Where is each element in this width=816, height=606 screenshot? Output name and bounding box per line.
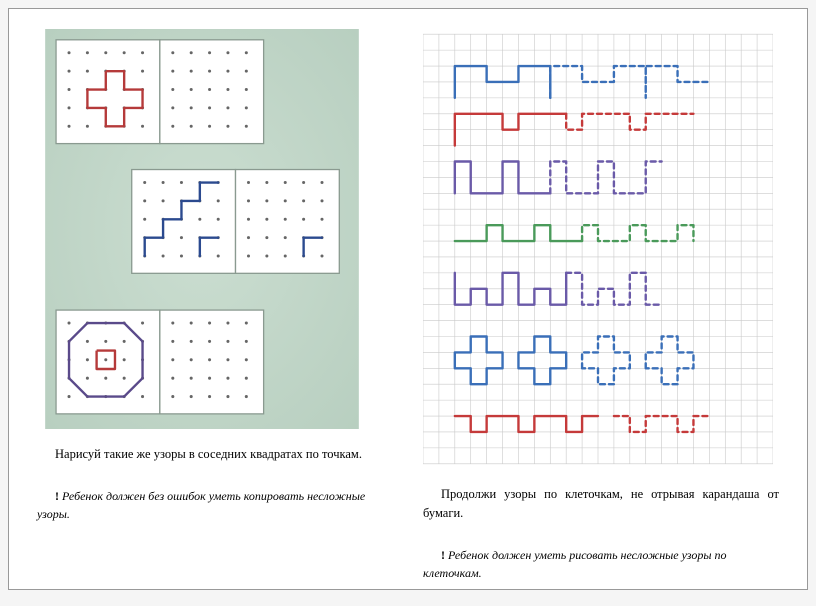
page: Нарисуй такие же узоры в соседних квадра…	[8, 8, 808, 590]
right-illustration	[423, 29, 773, 469]
right-caption: Продолжи узоры по клеточкам, не отрывая …	[423, 485, 779, 524]
left-note-text: Ребенок должен без ошибок уметь копирова…	[37, 489, 365, 521]
right-column: Продолжи узоры по клеточкам, не отрывая …	[423, 29, 779, 569]
left-column: Нарисуй такие же узоры в соседних квадра…	[37, 29, 393, 569]
left-illustration	[37, 29, 367, 429]
bang-icon: !	[55, 489, 59, 503]
right-note: ! Ребенок должен уметь рисовать несложны…	[423, 546, 779, 582]
right-note-text: Ребенок должен уметь рисовать несложные …	[423, 548, 726, 580]
left-note: ! Ребенок должен без ошибок уметь копиро…	[37, 487, 393, 523]
left-caption: Нарисуй такие же узоры в соседних квадра…	[37, 445, 393, 464]
bang-icon: !	[441, 548, 445, 562]
